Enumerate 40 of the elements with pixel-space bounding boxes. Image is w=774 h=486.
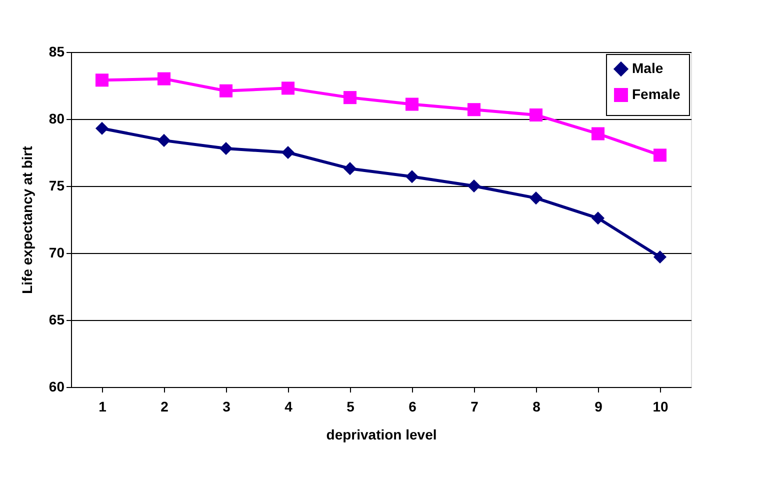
point (219, 84, 233, 98)
y-tick-label: 65 (48, 312, 65, 328)
x-tick-label: 10 (652, 398, 668, 414)
point (653, 250, 667, 264)
point (281, 82, 295, 95)
point (653, 148, 667, 162)
point (281, 146, 295, 160)
legend-label: Male (632, 60, 664, 76)
point (405, 170, 419, 184)
point (467, 103, 481, 116)
y-tick-label: 60 (48, 378, 65, 394)
legend-label: Female (632, 86, 680, 102)
point (591, 127, 605, 140)
point (591, 212, 605, 225)
point (405, 98, 419, 111)
y-tick-label: 75 (48, 178, 65, 194)
point (157, 134, 171, 147)
point (467, 179, 481, 193)
y-tick-label: 85 (48, 44, 65, 60)
point (529, 192, 543, 205)
x-tick-label: 3 (222, 398, 231, 414)
x-tick-label: 9 (594, 398, 603, 414)
x-tick-label: 7 (470, 398, 479, 414)
point (95, 74, 109, 87)
point (343, 162, 357, 176)
point (529, 108, 543, 122)
y-tick-label: 80 (48, 110, 65, 126)
x-tick-label: 1 (98, 398, 107, 414)
point (219, 142, 233, 155)
x-tick-label: 2 (160, 398, 169, 414)
y-axis-title: Life expectancy at birt (18, 146, 35, 294)
x-tick-label: 8 (532, 398, 541, 414)
point (95, 122, 109, 135)
x-tick-label: 6 (408, 398, 417, 414)
point (157, 72, 171, 86)
x-axis-title: deprivation level (326, 426, 437, 442)
point (343, 91, 357, 104)
y-tick-label: 70 (48, 244, 65, 260)
x-tick-label: 5 (346, 398, 355, 414)
x-tick-label: 4 (284, 398, 293, 414)
